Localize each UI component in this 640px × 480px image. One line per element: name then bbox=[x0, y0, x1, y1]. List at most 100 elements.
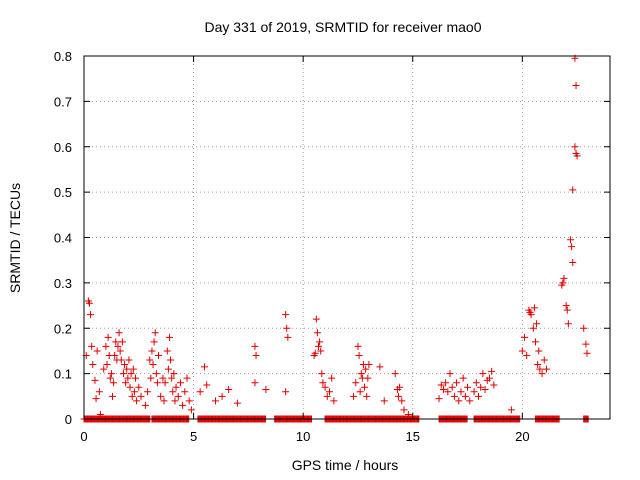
data-point bbox=[567, 236, 575, 244]
x-axis-label: GPS time / hours bbox=[292, 457, 399, 473]
data-point bbox=[466, 397, 474, 405]
data-point bbox=[325, 388, 333, 396]
data-point bbox=[481, 386, 489, 394]
data-point bbox=[284, 333, 292, 341]
data-point bbox=[518, 347, 526, 355]
data-point bbox=[564, 320, 572, 328]
data-point bbox=[529, 324, 537, 332]
data-point bbox=[363, 392, 371, 400]
data-point bbox=[330, 397, 338, 405]
data-point bbox=[448, 383, 456, 391]
x-tick-label: 10 bbox=[296, 429, 310, 444]
data-point bbox=[141, 401, 149, 409]
data-point bbox=[144, 388, 152, 396]
data-point bbox=[161, 379, 169, 387]
data-point bbox=[93, 347, 101, 355]
grid bbox=[84, 56, 610, 419]
data-point bbox=[149, 361, 157, 369]
data-point bbox=[130, 388, 138, 396]
data-point bbox=[125, 356, 133, 364]
data-point bbox=[159, 374, 167, 382]
data-point bbox=[376, 363, 384, 371]
data-point bbox=[318, 370, 326, 378]
data-point bbox=[442, 379, 450, 387]
data-point bbox=[535, 347, 543, 355]
data-point bbox=[121, 361, 129, 369]
data-point bbox=[128, 392, 136, 400]
data-point bbox=[531, 338, 539, 346]
data-point bbox=[521, 333, 529, 341]
x-tick-label: 0 bbox=[80, 429, 87, 444]
data-point bbox=[563, 306, 571, 314]
data-point bbox=[450, 392, 458, 400]
data-point bbox=[365, 361, 373, 369]
data-point bbox=[400, 406, 408, 414]
data-point bbox=[453, 379, 461, 387]
data-point bbox=[251, 379, 259, 387]
data-point bbox=[580, 324, 588, 332]
data-point bbox=[356, 388, 364, 396]
data-point bbox=[132, 374, 140, 382]
data-point bbox=[472, 379, 480, 387]
data-point bbox=[165, 333, 173, 341]
data-point bbox=[444, 388, 452, 396]
data-point bbox=[572, 81, 580, 89]
data-point bbox=[126, 383, 134, 391]
data-point bbox=[488, 367, 496, 375]
data-point bbox=[475, 392, 482, 400]
data-point bbox=[538, 370, 546, 378]
data-point bbox=[352, 379, 360, 387]
data-point bbox=[123, 365, 131, 373]
data-point bbox=[355, 351, 363, 359]
data-point bbox=[153, 379, 161, 387]
data-point bbox=[380, 397, 388, 405]
data-point bbox=[439, 386, 447, 394]
data-point bbox=[124, 374, 132, 382]
data-point bbox=[92, 395, 100, 403]
data-point bbox=[328, 374, 336, 382]
data-point bbox=[559, 279, 567, 287]
data-point bbox=[562, 302, 570, 310]
data-point bbox=[168, 374, 176, 382]
data-point bbox=[155, 351, 163, 359]
data-point bbox=[533, 320, 541, 328]
data-point bbox=[95, 388, 103, 396]
data-point bbox=[527, 311, 535, 319]
data-point bbox=[251, 342, 259, 350]
data-point bbox=[117, 356, 125, 364]
data-point bbox=[174, 392, 182, 400]
data-point bbox=[203, 381, 211, 389]
data-point bbox=[164, 365, 172, 373]
data-point bbox=[225, 386, 233, 394]
data-point bbox=[573, 152, 581, 160]
data-point bbox=[317, 347, 325, 355]
x-tick-label: 20 bbox=[515, 429, 529, 444]
data-point bbox=[321, 383, 329, 391]
data-point bbox=[148, 347, 156, 355]
data-point bbox=[160, 397, 168, 405]
data-point bbox=[118, 338, 126, 346]
data-point bbox=[361, 383, 369, 391]
y-tick-label: 0.2 bbox=[54, 321, 72, 336]
data-point bbox=[282, 388, 290, 396]
data-point bbox=[459, 374, 467, 382]
data-point bbox=[218, 392, 226, 400]
data-point bbox=[137, 392, 145, 400]
data-point bbox=[91, 376, 99, 384]
axis-ticks: 0 5 10 15 20 0 0.1 0.2 0.3 0.4 0.5 0.6 0.7 0.8 bbox=[54, 49, 610, 444]
y-tick-label: 0.3 bbox=[54, 276, 72, 291]
data-point bbox=[395, 392, 403, 400]
data-point bbox=[89, 361, 97, 369]
data-point bbox=[100, 365, 108, 373]
data-point bbox=[151, 329, 159, 337]
data-point bbox=[233, 399, 241, 407]
data-point bbox=[323, 392, 331, 400]
data-point bbox=[147, 374, 155, 382]
data-point bbox=[396, 383, 404, 391]
data-point bbox=[108, 392, 116, 400]
data-point bbox=[129, 365, 137, 373]
y-tick-label: 0.1 bbox=[54, 367, 72, 382]
y-tick-label: 0 bbox=[65, 412, 72, 427]
data-point bbox=[112, 338, 120, 346]
